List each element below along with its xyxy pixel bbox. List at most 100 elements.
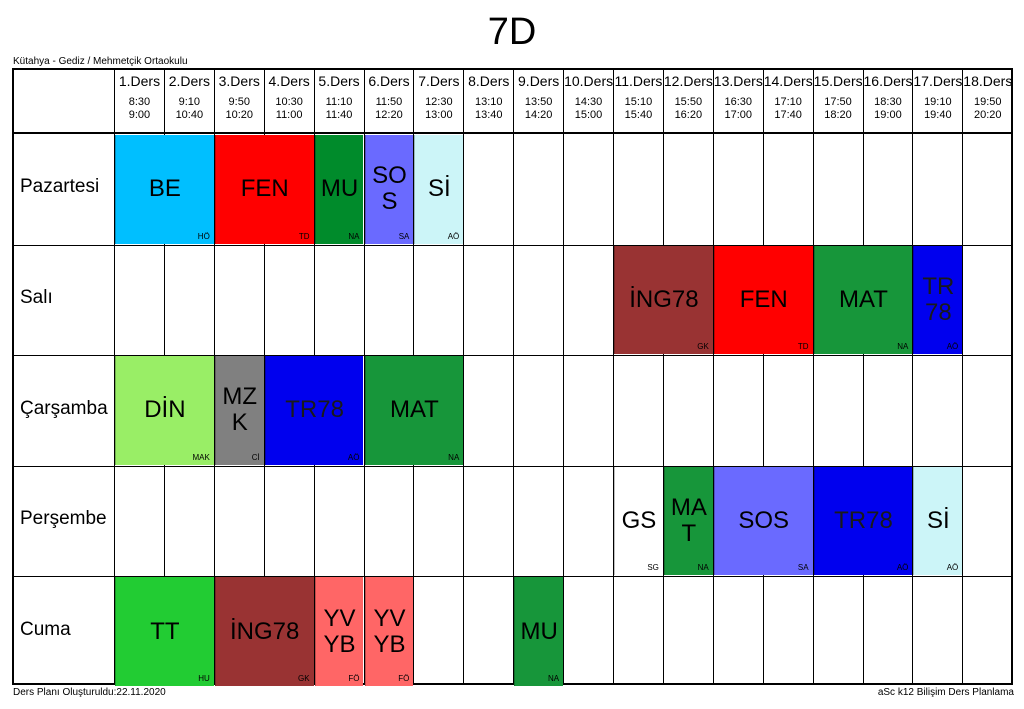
period-header: 11.Ders 15:10 15:40 [614, 72, 663, 134]
lesson-card[interactable]: TR78 AÖ [264, 356, 364, 465]
period-header: 15.Ders 17:50 18:20 [814, 72, 863, 134]
period-header: 6.Ders 11:50 12:20 [365, 72, 414, 134]
period-name: 18.Ders [963, 73, 1013, 89]
period-name: 1.Ders [118, 73, 161, 89]
lesson-subject: MAT [839, 285, 888, 313]
lesson-teacher: SA [797, 563, 809, 573]
lesson-card[interactable]: SOS SA [364, 135, 414, 244]
period-time: 15:10 15:40 [624, 96, 653, 121]
lesson-subject: İNG78 [230, 617, 300, 645]
lesson-subject: DİN [144, 396, 186, 424]
lesson-subject: TT [150, 617, 180, 645]
created-date: Ders Planı Oluşturuldu:22.11.2020 [13, 687, 166, 698]
lesson-card[interactable]: Sİ AÖ [414, 135, 464, 244]
lesson-card[interactable]: YVYB FÖ [314, 577, 364, 686]
period-time: 9:50 10:20 [225, 96, 253, 121]
period-time: 11:10 11:40 [325, 96, 353, 121]
grid-vline [862, 70, 864, 683]
grid-vline [363, 70, 365, 683]
period-name: 7.Ders [418, 73, 460, 89]
lesson-card[interactable]: Sİ AÖ [913, 466, 963, 576]
lesson-subject: BE [148, 175, 181, 203]
lesson-card[interactable]: İNG78 GK [614, 245, 713, 355]
lesson-subject: İNG78 [629, 285, 699, 313]
lesson-subject: YVYB [323, 604, 356, 658]
period-time: 9:10 10:40 [175, 96, 204, 121]
grid-row-line [14, 244, 1011, 246]
lesson-teacher: GK [298, 673, 310, 683]
lesson-subject: MU [520, 617, 558, 645]
lesson-card[interactable]: MAT NA [663, 466, 713, 576]
grid-vline [263, 70, 265, 683]
period-name: 5.Ders [318, 73, 360, 89]
day-label: Perşembe [20, 508, 107, 530]
lesson-subject: Sİ [427, 175, 451, 203]
period-time: 13:50 14:20 [524, 96, 553, 121]
period-header: 3.Ders 9:50 10:20 [215, 72, 264, 134]
period-name: 9.Ders [518, 73, 560, 89]
lesson-teacher: AÖ [347, 452, 360, 462]
period-header: 14.Ders 17:10 17:40 [764, 72, 813, 134]
period-time: 11:50 12:20 [375, 96, 403, 121]
timetable-title: 7D [487, 11, 537, 53]
lesson-subject: SOS [372, 162, 407, 216]
lesson-card[interactable]: İNG78 GK [214, 577, 314, 686]
period-time: 19:50 20:20 [973, 96, 1002, 121]
lesson-teacher: NA [448, 452, 460, 462]
lesson-teacher: FÖ [348, 673, 360, 683]
period-header: 5.Ders 11:10 11:40 [315, 72, 364, 134]
grid-row-line [14, 465, 1011, 467]
period-header: 2.Ders 9:10 10:40 [165, 72, 214, 134]
lesson-subject: TR78 [285, 396, 344, 424]
period-header: 16.Ders 18:30 19:00 [864, 72, 913, 134]
period-name: 16.Ders [863, 73, 913, 89]
period-time: 16:30 17:00 [724, 96, 752, 121]
lesson-card[interactable]: FEN TD [214, 135, 314, 244]
period-name: 4.Ders [268, 73, 310, 89]
lesson-card[interactable]: MU NA [514, 577, 564, 686]
lesson-card[interactable]: TR78 AÖ [913, 245, 963, 355]
lesson-card[interactable]: GS SG [614, 466, 663, 576]
lesson-subject: SOS [738, 507, 790, 535]
lesson-card[interactable]: DİN MAK [115, 356, 214, 465]
grid-vline [463, 70, 465, 683]
period-header: 1.Ders 8:30 9:00 [115, 72, 164, 134]
lesson-card[interactable]: BE HÖ [115, 135, 214, 244]
lesson-subject: MAT [670, 494, 707, 548]
period-name: 6.Ders [368, 73, 410, 89]
lesson-card[interactable]: YVYB FÖ [364, 577, 414, 686]
grid-vline [762, 70, 764, 683]
grid-row-line [14, 576, 1011, 578]
period-time: 19:10 19:40 [924, 96, 952, 121]
period-header: 18.Ders 19:50 20:20 [963, 72, 1012, 134]
period-name: 8.Ders [468, 73, 510, 89]
lesson-subject: MU [320, 175, 359, 203]
period-header: 9.Ders 13:50 14:20 [514, 72, 563, 134]
period-time: 15:50 16:20 [674, 96, 703, 121]
period-name: 14.Ders [763, 73, 813, 89]
lesson-teacher: AÖ [946, 563, 959, 573]
lesson-subject: FEN [739, 285, 788, 313]
lesson-card[interactable]: TT HU [115, 577, 214, 686]
grid-vline [812, 70, 814, 683]
lesson-card[interactable]: SOS SA [713, 466, 813, 576]
lesson-card[interactable]: MAT NA [813, 245, 913, 355]
lesson-card[interactable]: MU NA [314, 135, 364, 244]
lesson-card[interactable]: FEN TD [713, 245, 813, 355]
period-header: 17.Ders 19:10 19:40 [913, 72, 962, 134]
lesson-teacher: AÖ [946, 342, 959, 352]
lesson-teacher: TD [298, 231, 310, 241]
period-name: 3.Ders [218, 73, 260, 89]
lesson-card[interactable]: MZK Cİ [214, 356, 264, 465]
day-label: Salı [20, 286, 53, 308]
lesson-card[interactable]: TR78 AÖ [813, 466, 913, 576]
period-name: 10.Ders [564, 73, 614, 89]
lesson-card[interactable]: MAT NA [364, 356, 464, 465]
lesson-teacher: NA [348, 231, 360, 241]
grid-vline [613, 70, 614, 683]
period-name: 2.Ders [168, 73, 210, 89]
lesson-teacher: SA [398, 231, 410, 241]
period-name: 11.Ders [614, 73, 663, 89]
lesson-teacher: MAK [192, 452, 210, 462]
grid-vline [962, 70, 964, 683]
